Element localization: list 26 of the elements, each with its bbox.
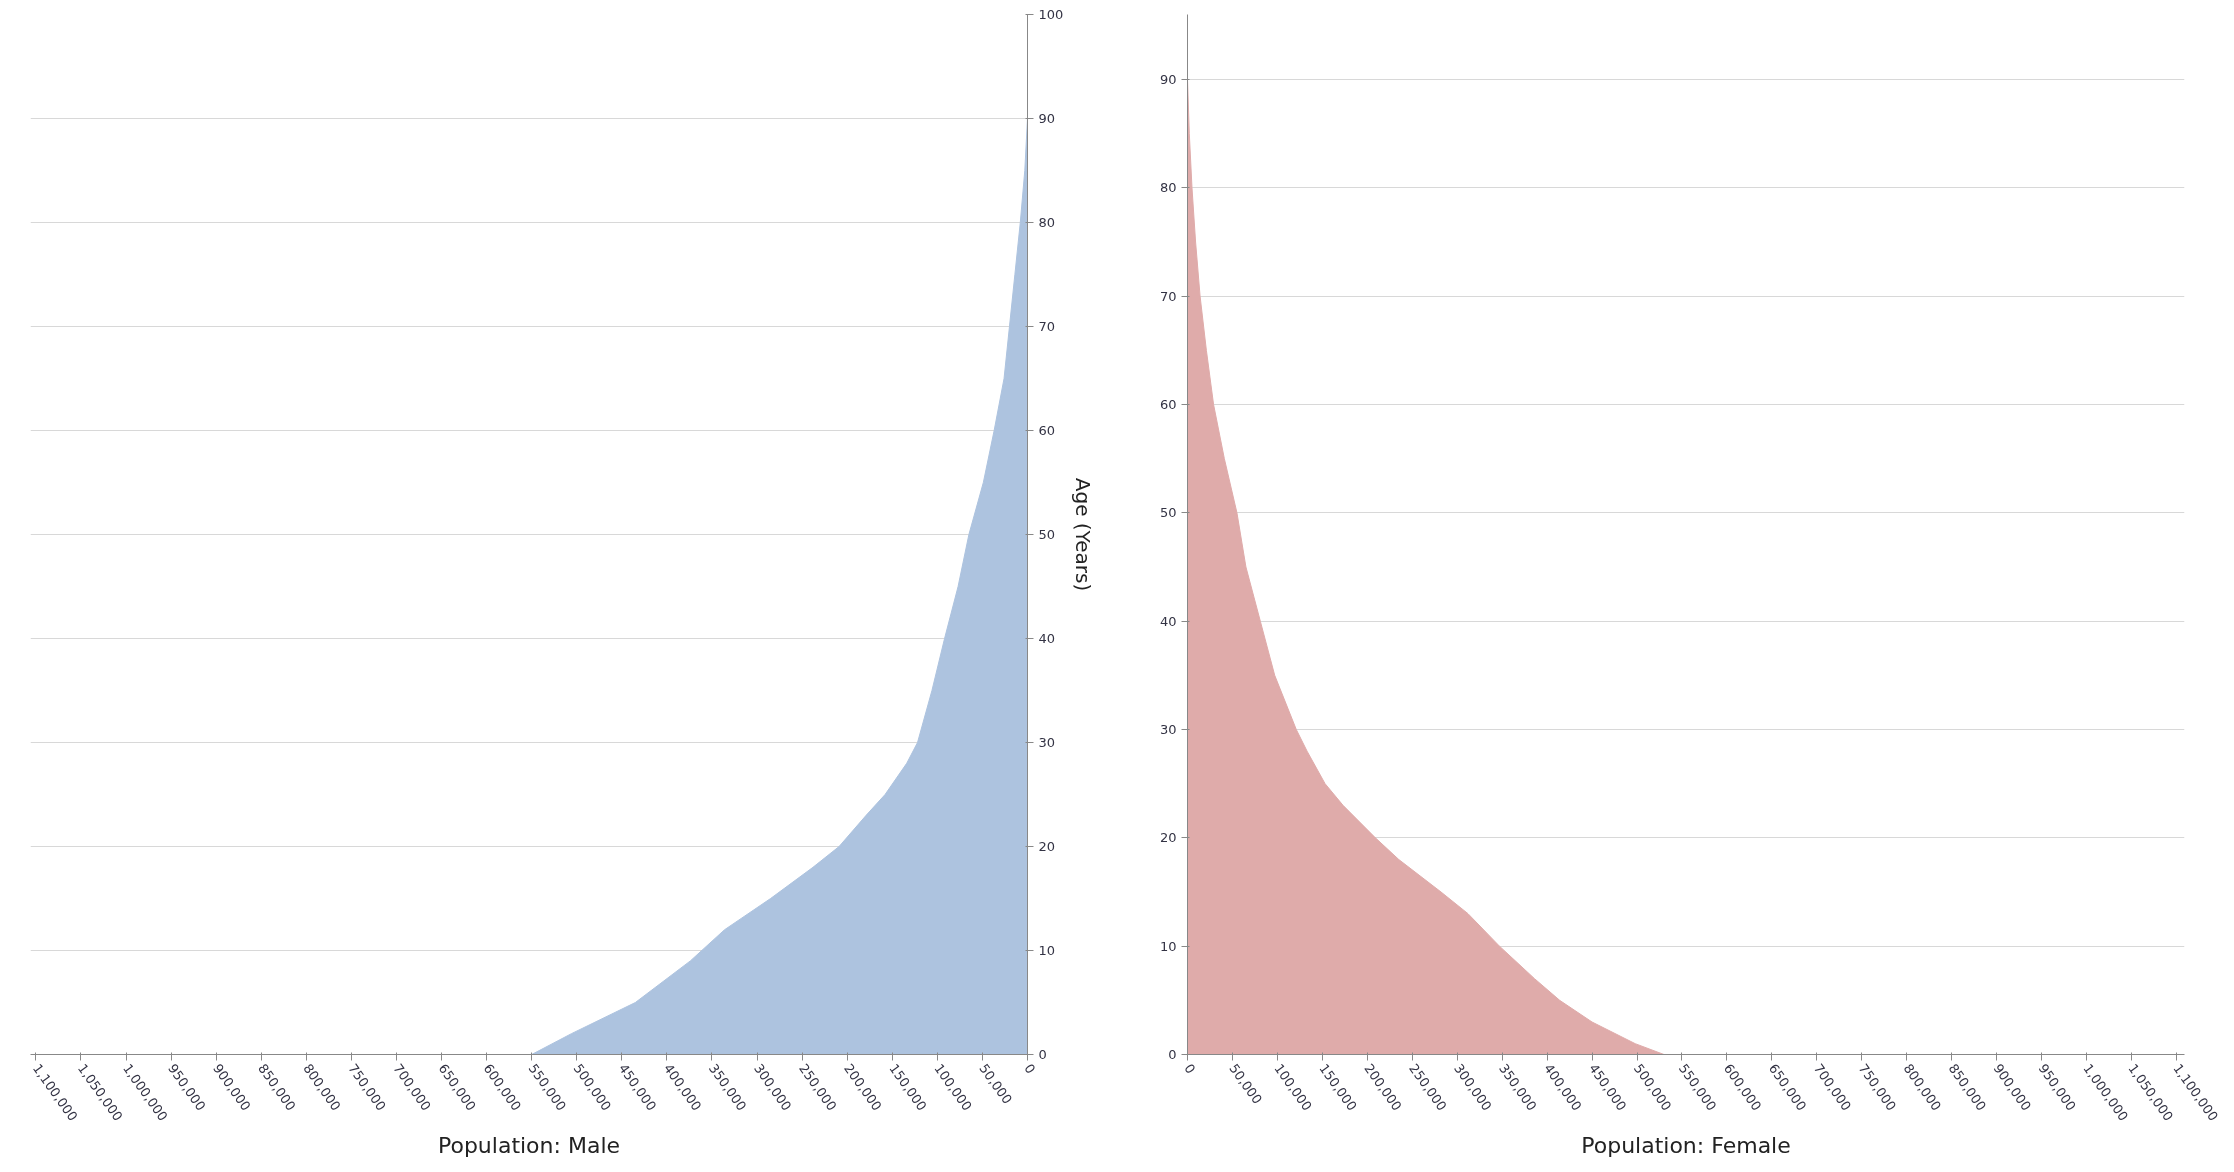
y-tick-label: 80: [1038, 215, 1056, 230]
x-tick-label: 0: [1021, 1061, 1039, 1077]
y-tick-label: 70: [1038, 319, 1056, 334]
y-tick-label: 30: [1038, 735, 1056, 750]
y-tick-label: 60: [1038, 423, 1056, 438]
y-tick-label: 70: [1159, 288, 1177, 304]
y-tick-label: 40: [1159, 613, 1177, 629]
y-tick-label: 100: [1038, 7, 1064, 22]
y-tick-label: 0: [1038, 1047, 1047, 1062]
y-tick-label: 20: [1159, 830, 1177, 846]
y-tick-label: 40: [1038, 631, 1056, 646]
y-tick-label: 10: [1159, 938, 1177, 954]
y-tick-label: 50: [1038, 527, 1056, 542]
y-tick-label: 30: [1159, 722, 1177, 737]
y-tick-label: 80: [1159, 180, 1177, 196]
y-axis-title: Age (Years): [1071, 477, 1096, 592]
y-tick-label: 50: [1159, 505, 1177, 521]
y-tick-label: 10: [1038, 943, 1056, 958]
x-axis-title: Population: Male: [437, 1132, 621, 1158]
x-axis-title: Population: Female: [1581, 1132, 1791, 1158]
y-tick-label: 60: [1159, 397, 1177, 412]
x-tick-label: 0: [1181, 1061, 1199, 1077]
y-tick-label: 0: [1168, 1047, 1177, 1062]
y-tick-label: 20: [1038, 839, 1056, 854]
y-tick-label: 90: [1159, 72, 1177, 87]
y-tick-label: 90: [1038, 111, 1056, 126]
